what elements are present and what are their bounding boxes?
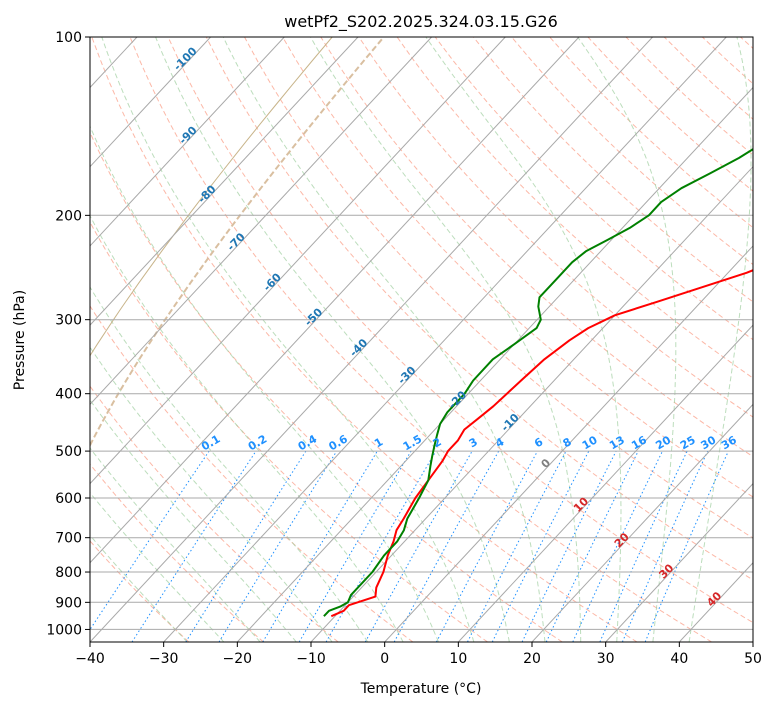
- y-tick-label: 600: [55, 491, 82, 507]
- y-tick-label: 900: [55, 595, 82, 611]
- mixing-ratio-line: [491, 450, 590, 642]
- isotherm-grid-line: [310, 165, 753, 642]
- moist-adiabat-line: [155, 37, 510, 642]
- x-tick-label: 40: [670, 651, 688, 667]
- x-tick-label: −40: [75, 651, 105, 667]
- y-axis-ticks: 100 200 300 400 500 600 700 800 900 1000: [46, 30, 90, 638]
- y-tick-label: 300: [55, 313, 82, 329]
- y-tick-label: 1000: [46, 622, 82, 638]
- dry-adiabat-line: [90, 540, 190, 642]
- moist-adiabat-line: [222, 37, 546, 642]
- ice-saturation-line: [90, 37, 385, 448]
- reference-curve-line: [90, 37, 333, 357]
- x-tick-label: 0: [380, 651, 389, 667]
- isotherm-grid-line: [531, 403, 753, 642]
- y-tick-label: 500: [55, 444, 82, 460]
- mixing-ratio-line: [393, 450, 500, 642]
- moist-adiabat-line: [688, 37, 752, 642]
- mixing-ratio-line: [364, 450, 473, 642]
- mixing-ratio-line: [185, 450, 307, 642]
- background-reference-lines: [90, 37, 753, 642]
- moist-adiabat-line: [425, 37, 622, 642]
- dewpoint-profile-line: [323, 148, 753, 617]
- dry-adiabat-line: [434, 37, 753, 341]
- moist-adiabat-line: [90, 214, 404, 642]
- dry-adiabat-line: [90, 463, 264, 642]
- x-tick-label: 30: [597, 651, 615, 667]
- isotherm-grid-line: [90, 37, 432, 406]
- mixing-ratio-line: [621, 450, 709, 642]
- plot-background: [90, 37, 753, 642]
- mixing-ratio-line: [218, 450, 338, 642]
- dry-adiabat-line: [282, 37, 753, 498]
- isotherm-grid-line: [90, 37, 211, 168]
- isotherm-grid-line: [90, 37, 506, 485]
- moist-adiabat-line: [101, 37, 475, 642]
- y-tick-label: 100: [55, 30, 82, 46]
- x-tick-label: −30: [149, 651, 179, 667]
- dry-adiabat-line: [358, 37, 753, 418]
- moist-adiabat-line: [90, 346, 333, 642]
- isotherm-grid-line: [0, 37, 63, 642]
- moist-adiabat-line: [577, 37, 677, 642]
- moist-adiabat-line: [90, 447, 261, 642]
- dry-adiabat-line: [90, 131, 563, 642]
- y-tick-label: 200: [55, 208, 82, 224]
- isotherm-grid-line: [163, 37, 727, 642]
- dry-adiabat-line: [473, 37, 753, 303]
- dry-adiabat-line: [167, 37, 753, 624]
- chart-title: wetPf2_S202.2025.324.03.15.G26: [284, 12, 558, 32]
- mixing-ratio-line: [435, 450, 538, 642]
- temperature-profile-line: [330, 269, 753, 618]
- y-axis-label: Pressure (hPa): [12, 290, 28, 390]
- mixing-ratio-line: [131, 450, 257, 642]
- isotherm-grid-line: [457, 324, 753, 642]
- isotherm-grid-line: [236, 86, 753, 642]
- dry-adiabat-line: [129, 37, 712, 642]
- x-axis-ticks: −40 −30 −20 −10 0 10 20 30 40 50: [75, 642, 762, 667]
- isotherm-grid-line: [90, 37, 285, 247]
- plot-frame: [89, 36, 754, 643]
- x-axis-label: Temperature (°C): [360, 681, 482, 697]
- isotherm-grid-line: [605, 482, 753, 642]
- x-tick-label: 20: [523, 651, 541, 667]
- dry-adiabat-line: [320, 37, 753, 458]
- isotherm-grid-line: [90, 37, 359, 326]
- x-tick-label: −20: [223, 651, 253, 667]
- moist-adiabat-line: [90, 491, 225, 642]
- isotherm-grid-line: [90, 37, 653, 642]
- y-tick-label: 800: [55, 565, 82, 581]
- moist-adiabat-line: [90, 286, 369, 642]
- x-tick-label: 10: [449, 651, 467, 667]
- x-tick-label: 50: [744, 651, 762, 667]
- dry-adiabat-line: [90, 221, 488, 642]
- isotherm-grid-line: [90, 37, 580, 564]
- grid: [0, 37, 753, 642]
- mixing-ratio-line: [521, 450, 617, 642]
- isotherm-grid-line: [384, 245, 753, 642]
- y-tick-label: 700: [55, 531, 82, 547]
- y-tick-label: 400: [55, 387, 82, 403]
- moist-adiabat-line: [90, 125, 439, 642]
- x-tick-label: −10: [296, 651, 326, 667]
- profiles: [323, 148, 753, 618]
- isotherm-grid-line: [752, 641, 753, 642]
- mixing-ratio-line: [90, 450, 210, 631]
- moist-adiabat-line: [90, 534, 188, 642]
